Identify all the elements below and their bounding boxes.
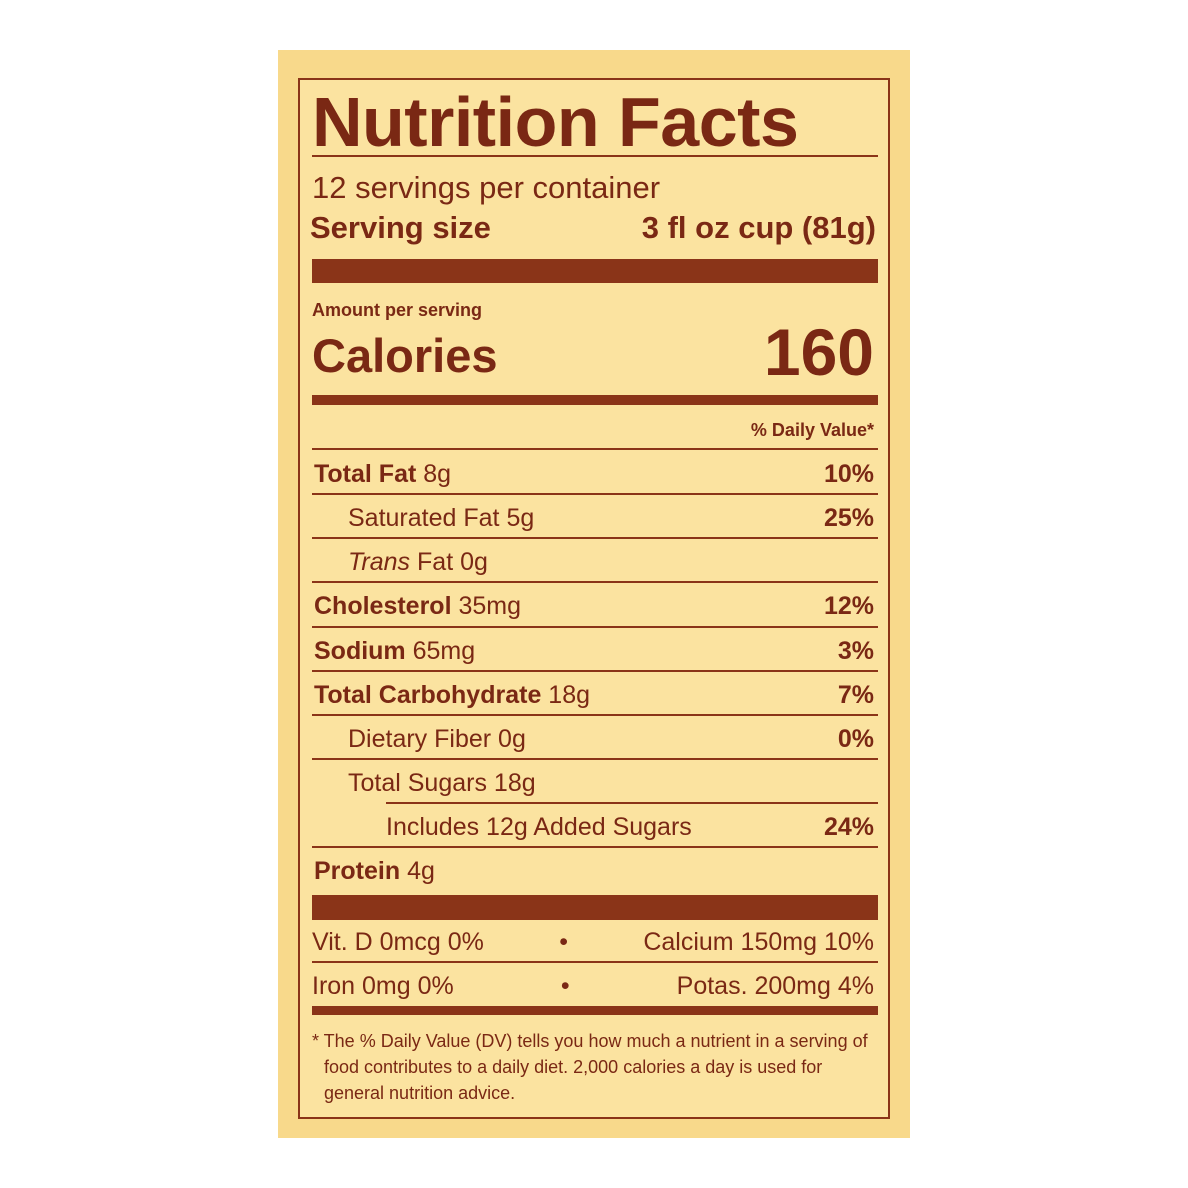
nutrient-row-added-sugars: Includes 12g Added Sugars 24%	[386, 805, 874, 849]
nutrient-amount: 18g	[548, 680, 591, 709]
nutrient-name: Total Fat	[314, 459, 417, 488]
nutrient-row-saturated-fat: Saturated Fat 5g 25%	[348, 496, 874, 540]
mineral-row: Iron 0mg 0% • Potas. 200mg 4%	[312, 964, 874, 1008]
mineral-row: Vit. D 0mcg 0% • Calcium 150mg 10%	[312, 920, 874, 964]
nutrient-name: Protein	[314, 856, 401, 885]
mineral-right: Calcium 150mg 10%	[643, 927, 874, 956]
nutrient-row-total-fat: Total Fat 8g 10%	[314, 452, 874, 496]
nutrition-facts-label: Nutrition Facts 12 servings per containe…	[298, 78, 890, 1119]
nutrient-row-sodium: Sodium 65mg 3%	[314, 629, 874, 673]
medium-divider	[312, 395, 878, 405]
nutrient-amount: 8g	[423, 459, 452, 488]
divider	[312, 626, 878, 628]
divider	[312, 155, 878, 157]
nutrient-name: Total Carbohydrate	[314, 680, 542, 709]
nutrient-dv: 0%	[837, 724, 874, 753]
mineral-right: Potas. 200mg 4%	[676, 971, 874, 1000]
mineral-left: Vit. D 0mcg 0%	[312, 927, 484, 956]
nutrient-row-dietary-fiber: Dietary Fiber 0g 0%	[348, 717, 874, 761]
nutrient-amount: 18g	[493, 768, 536, 797]
divider	[312, 581, 878, 583]
nutrient-dv: 25%	[823, 503, 874, 532]
nutrient-dv: 24%	[823, 812, 874, 841]
nutrient-amount: 35mg	[458, 591, 522, 620]
nutrient-amount: 4g	[407, 856, 435, 885]
footnote: * The % Daily Value (DV) tells you how m…	[312, 1028, 878, 1106]
serving-size-label: Serving size	[310, 210, 491, 245]
footnote-text: * The % Daily Value (DV) tells you how m…	[312, 1031, 868, 1103]
nutrient-row-total-carbohydrate: Total Carbohydrate 18g 7%	[314, 673, 874, 717]
divider	[312, 961, 878, 963]
nutrient-row-trans-fat: Trans Fat 0g	[348, 540, 874, 584]
nutrient-name: Trans	[348, 547, 411, 576]
separator-dot: •	[559, 927, 568, 956]
nutrient-amount: 65mg	[412, 636, 476, 665]
nutrient-amount: 0g	[498, 724, 526, 753]
servings-per-container: 12 servings per container	[312, 170, 661, 205]
nutrient-amount: 5g	[506, 503, 535, 532]
divider	[312, 714, 878, 716]
divider	[312, 846, 878, 848]
nutrient-row-total-sugars: Total Sugars 18g	[348, 761, 874, 805]
calories-label: Calories	[312, 329, 498, 382]
divider	[312, 537, 878, 539]
nutrient-dv: 3%	[837, 636, 874, 665]
nutrient-row-cholesterol: Cholesterol 35mg 12%	[314, 584, 874, 628]
thick-divider	[312, 259, 878, 283]
serving-size: Serving size 3 fl oz cup (81g)	[310, 210, 876, 246]
divider	[312, 670, 878, 672]
mineral-left: Iron 0mg 0%	[312, 971, 454, 1000]
nutrient-amount: 0g	[460, 547, 488, 576]
nutrient-name-suffix: Fat	[417, 547, 454, 576]
nutrient-row-protein: Protein 4g	[314, 849, 874, 893]
divider	[312, 448, 878, 450]
amount-per-serving: Amount per serving	[312, 300, 483, 320]
divider	[386, 802, 878, 804]
nutrient-dv: 10%	[823, 459, 874, 488]
label-title: Nutrition Facts	[312, 83, 799, 161]
separator-dot: •	[560, 971, 570, 1000]
nutrient-name: Dietary Fiber	[348, 724, 492, 753]
medium-divider	[312, 1006, 878, 1015]
calories-value: 160	[763, 315, 874, 389]
nutrient-name: Cholesterol	[314, 591, 452, 620]
divider	[312, 758, 878, 760]
nutrient-dv: 7%	[837, 680, 874, 709]
serving-size-value: 3 fl oz cup (81g)	[641, 210, 876, 245]
thick-divider	[312, 895, 878, 920]
nutrient-dv: 12%	[823, 591, 874, 620]
daily-value-header: % Daily Value*	[750, 420, 874, 440]
nutrient-name: Includes 12g Added Sugars	[386, 812, 692, 841]
divider	[312, 493, 878, 495]
nutrient-name: Sodium	[314, 636, 406, 665]
nutrient-name: Saturated Fat	[348, 503, 500, 532]
nutrient-name: Total Sugars	[348, 768, 487, 797]
